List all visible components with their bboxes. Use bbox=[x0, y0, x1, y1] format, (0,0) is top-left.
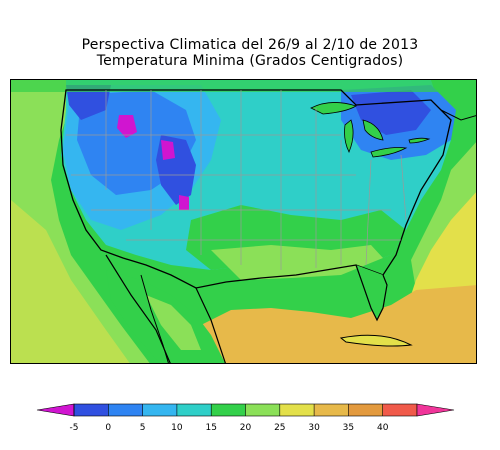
colorbar-segments bbox=[73, 403, 418, 417]
colorbar-tick-label: 35 bbox=[343, 423, 354, 433]
colorbar-segment bbox=[314, 404, 349, 416]
idaho-coldest-spot bbox=[117, 115, 137, 138]
gulf-coast-region bbox=[211, 245, 383, 280]
colorbar-tick-label: 25 bbox=[274, 423, 285, 433]
colorbar: -5 0 5 10 15 20 25 30 35 40 bbox=[36, 403, 455, 433]
pacific-warm-band bbox=[11, 200, 130, 363]
atlantic-warm-band bbox=[406, 192, 476, 310]
mexico-highland bbox=[146, 295, 201, 350]
lake-michigan bbox=[344, 119, 354, 153]
colorbar-tick-label: -5 bbox=[70, 423, 79, 433]
colorbar-segment bbox=[279, 404, 315, 416]
colorbar-segment bbox=[142, 404, 178, 416]
cuba bbox=[339, 334, 413, 347]
colorbar-segment bbox=[211, 404, 246, 416]
colorbar-segment bbox=[348, 404, 383, 416]
colorbar-tick-label: 30 bbox=[308, 423, 320, 433]
colorbar-segment bbox=[108, 404, 143, 416]
us-border bbox=[60, 89, 452, 289]
colorbar-high-arrow bbox=[416, 403, 455, 417]
florida bbox=[355, 264, 388, 322]
colorbar-tick-label: 10 bbox=[171, 423, 183, 433]
mexico-gulf-coast bbox=[195, 287, 226, 363]
map-svg bbox=[11, 80, 476, 363]
lake-superior bbox=[310, 102, 357, 115]
colorbar-segment bbox=[74, 404, 109, 416]
colorbar-tick-label: 5 bbox=[140, 423, 146, 433]
mexico-mainland-coast bbox=[140, 274, 169, 363]
colorbar-segment bbox=[245, 404, 281, 416]
canada-coast bbox=[440, 109, 476, 121]
colorado-coldest-spot bbox=[179, 195, 189, 210]
colorbar-ticks: -5 0 5 10 15 20 25 30 35 40 bbox=[70, 404, 389, 433]
colorbar-tick-label: 20 bbox=[240, 423, 252, 433]
map-title: Perspectiva Climatica del 26/9 al 2/10 d… bbox=[81, 37, 419, 53]
lake-erie bbox=[370, 147, 408, 158]
state-borders bbox=[66, 90, 407, 270]
lake-ontario bbox=[408, 137, 431, 144]
colorbar-segment bbox=[176, 404, 212, 416]
cascades-cold-region bbox=[66, 85, 111, 120]
temperature-map bbox=[10, 79, 477, 364]
lake-huron bbox=[362, 119, 384, 141]
wyoming-coldest-spot bbox=[161, 140, 175, 160]
colorbar-segment bbox=[382, 404, 418, 416]
colorbar-tick-label: 40 bbox=[377, 423, 389, 433]
colorbar-tick-label: 15 bbox=[205, 423, 216, 433]
colorbar-tick-label: 0 bbox=[105, 423, 111, 433]
canada-strip bbox=[11, 80, 476, 92]
map-subtitle: Temperatura Minima (Grados Centigrados) bbox=[96, 53, 404, 69]
colorbar-low-arrow bbox=[36, 403, 75, 417]
